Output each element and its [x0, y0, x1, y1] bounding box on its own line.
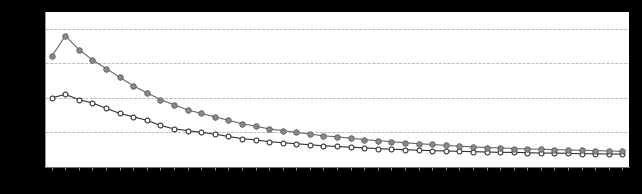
自排局	[523, 148, 531, 150]
一般局	[143, 119, 151, 121]
自排局	[62, 35, 69, 37]
一般局	[116, 112, 123, 114]
自排局	[116, 76, 123, 78]
自排局	[197, 112, 205, 114]
一般局	[197, 131, 205, 133]
一般局	[75, 98, 83, 101]
一般局	[170, 128, 178, 130]
一般局	[333, 145, 341, 148]
一般局	[238, 137, 246, 140]
一般局	[618, 153, 626, 155]
自排局	[537, 148, 544, 150]
自排局	[618, 150, 626, 152]
一般局	[252, 139, 259, 141]
自排局	[238, 123, 246, 125]
一般局	[605, 153, 612, 155]
一般局	[428, 149, 436, 152]
自排局	[605, 150, 612, 152]
自排局	[89, 59, 96, 61]
自排局	[401, 142, 409, 144]
一般局	[320, 145, 327, 147]
一般局	[388, 148, 395, 150]
一般局	[184, 129, 191, 132]
一般局	[469, 151, 477, 153]
一般局	[211, 133, 219, 135]
自排局	[360, 139, 368, 141]
一般局	[523, 152, 531, 154]
一般局	[130, 116, 137, 118]
自排局	[388, 140, 395, 143]
一般局	[551, 152, 559, 154]
一般局	[89, 102, 96, 104]
自排局	[157, 98, 164, 101]
一般局	[225, 135, 232, 138]
自排局	[211, 116, 219, 118]
自排局	[252, 125, 259, 127]
一般局	[496, 151, 504, 153]
一般局	[265, 140, 273, 143]
自排局	[415, 143, 422, 145]
一般局	[510, 151, 517, 153]
自排局	[184, 109, 191, 111]
自排局	[130, 85, 137, 87]
自排局	[374, 139, 381, 142]
自排局	[442, 144, 449, 147]
自排局	[347, 137, 354, 139]
一般局	[401, 148, 409, 151]
自排局	[510, 147, 517, 150]
自排局	[320, 135, 327, 137]
一般局	[293, 143, 300, 145]
一般局	[374, 147, 381, 150]
自排局	[551, 148, 559, 151]
自排局	[102, 67, 110, 70]
一般局	[102, 107, 110, 109]
自排局	[455, 145, 463, 147]
一般局	[591, 152, 599, 155]
自排局	[483, 146, 490, 149]
自排局	[428, 143, 436, 146]
自排局	[564, 149, 572, 151]
一般局	[62, 93, 69, 96]
一般局	[483, 151, 490, 153]
自排局	[469, 146, 477, 148]
一般局	[157, 124, 164, 127]
自排局	[48, 55, 56, 58]
一般局	[347, 146, 354, 148]
自排局	[225, 119, 232, 121]
自排局	[170, 104, 178, 106]
自排局	[306, 133, 314, 135]
一般局	[537, 152, 544, 154]
一般局	[578, 152, 586, 155]
一般局	[455, 150, 463, 152]
一般局	[442, 150, 449, 152]
一般局	[564, 152, 572, 155]
自排局	[265, 128, 273, 130]
Line: 自排局: 自排局	[49, 33, 625, 154]
自排局	[333, 136, 341, 138]
一般局	[306, 144, 314, 146]
一般局	[279, 142, 286, 144]
自排局	[143, 92, 151, 94]
自排局	[496, 147, 504, 149]
一般局	[360, 147, 368, 149]
自排局	[591, 149, 599, 152]
一般局	[415, 149, 422, 152]
一般局	[48, 97, 56, 99]
Line: 一般局: 一般局	[49, 92, 625, 157]
自排局	[293, 131, 300, 133]
自排局	[279, 129, 286, 132]
自排局	[75, 48, 83, 51]
自排局	[578, 149, 586, 152]
